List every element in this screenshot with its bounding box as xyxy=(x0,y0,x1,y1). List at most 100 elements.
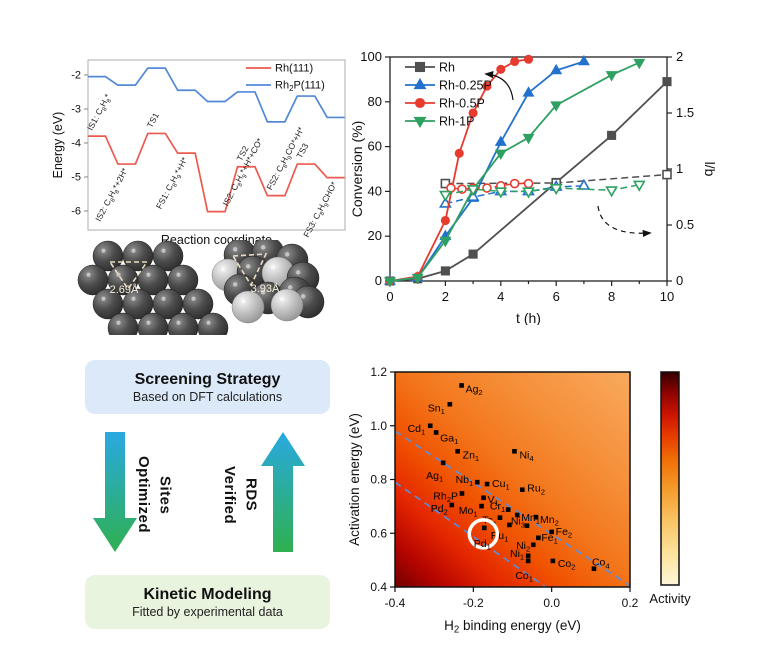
y-tick-label: -2 xyxy=(71,69,81,81)
y-tick-label: 80 xyxy=(368,94,382,109)
up-arrow xyxy=(261,432,305,552)
data-point xyxy=(459,491,465,496)
plot-border xyxy=(87,59,346,231)
data-point xyxy=(533,514,539,520)
point-label: Mo1 xyxy=(459,505,478,519)
point-label: Fe1 xyxy=(541,532,558,546)
rh-cluster: 2.69Å xyxy=(77,240,229,335)
x-tick-label: 4 xyxy=(497,289,504,304)
marker-circle xyxy=(440,215,450,226)
marker-triangle-down xyxy=(411,273,424,285)
y-tick-label: 0 xyxy=(375,273,382,288)
specular-highlight xyxy=(146,320,151,325)
specular-highlight xyxy=(240,299,246,304)
point-label: Cr1 xyxy=(490,501,505,515)
legend-label: Rh2P(111) xyxy=(275,80,325,94)
data-point xyxy=(505,507,511,512)
data-point xyxy=(484,481,490,487)
point-label: Sn1 xyxy=(428,402,445,416)
x-tick-label: 6 xyxy=(553,289,560,304)
marker-triangle-down xyxy=(384,277,396,288)
marker-triangle-down xyxy=(522,133,535,145)
point-label: Pd2 xyxy=(431,503,448,517)
marker-triangle-up xyxy=(494,135,507,146)
data-point xyxy=(519,487,525,493)
point-label: Co1 xyxy=(515,570,533,584)
specular-highlight xyxy=(287,285,293,290)
reaction-step-label: TS1 xyxy=(145,111,161,130)
y-tick-label: 1.2 xyxy=(370,365,387,379)
x-tick-label: 10 xyxy=(660,289,674,304)
data-point xyxy=(479,503,484,509)
legend-item: Rh-1P xyxy=(405,115,474,129)
activity-heatmap-background xyxy=(395,372,630,587)
point-label: Pd1 xyxy=(474,538,491,552)
distance-label: 2.69Å xyxy=(110,283,139,296)
conversion-line xyxy=(389,58,529,282)
point-label: Nb1 xyxy=(456,474,474,488)
specular-highlight xyxy=(232,282,238,287)
y-tick-label: 0.6 xyxy=(370,526,387,540)
y2-tick-label: 1.5 xyxy=(676,105,694,120)
rh111-curve xyxy=(88,132,345,213)
y-tick-label: -3 xyxy=(71,103,81,115)
specular-highlight xyxy=(176,320,181,325)
legend-label: Rh-0.25P xyxy=(439,79,492,93)
distance-triangle xyxy=(231,253,268,287)
rh-atom xyxy=(167,264,199,296)
heatmap-x-axis-label: H2 binding energy (eV) xyxy=(444,618,581,636)
data-point xyxy=(530,542,536,548)
marker-square xyxy=(662,77,672,87)
y2-tick-label: 0.5 xyxy=(676,217,694,232)
point-label: Cu1 xyxy=(492,478,510,492)
y2-tick-label: 0 xyxy=(676,273,683,288)
colorbar-label: Activity xyxy=(649,591,691,606)
rh-atom xyxy=(152,240,184,272)
rh2p111-curve xyxy=(88,67,345,123)
molecular-clusters-panel: 2.69Å 3.93Å xyxy=(77,240,325,335)
point-label: Mn2 xyxy=(540,514,559,528)
data-point xyxy=(591,566,597,572)
data-point xyxy=(481,495,486,501)
marker-triangle-down xyxy=(605,186,618,198)
kinetic-modeling-title: Kinetic Modeling xyxy=(143,585,272,603)
reaction-step-label: IS1: C8H8* xyxy=(85,92,115,134)
y-tick-label: -6 xyxy=(71,205,81,217)
kinetic-modeling-subtitle: Fitted by experimental data xyxy=(132,604,283,619)
workflow-diagram-panel: Screening Strategy Based on DFT calculat… xyxy=(85,360,330,635)
point-label: Ni1 xyxy=(510,548,524,562)
specular-highlight xyxy=(300,294,306,299)
data-point xyxy=(474,479,480,485)
marker-circle xyxy=(509,178,520,189)
point-label: Ag1 xyxy=(426,470,443,484)
marker-square xyxy=(440,266,450,276)
point-label: Ga1 xyxy=(440,432,458,446)
y-tick-label: 20 xyxy=(368,228,382,243)
workflow-arrows xyxy=(93,432,305,552)
data-point xyxy=(514,512,520,518)
legend-label: Rh-0.5P xyxy=(439,97,485,111)
x-tick-label: 0 xyxy=(386,289,393,304)
marker-triangle-down xyxy=(439,190,452,202)
marker-triangle-down xyxy=(550,101,563,112)
y2-tick-label: 2 xyxy=(676,49,683,64)
specular-highlight xyxy=(206,320,211,325)
rh-atom xyxy=(197,312,229,335)
data-point xyxy=(497,515,503,520)
p-atom xyxy=(231,290,265,324)
distance-label: 3.93Å xyxy=(251,282,280,295)
distance-triangle xyxy=(108,261,149,291)
point-label: Ni3 xyxy=(511,516,525,530)
data-point xyxy=(524,523,530,529)
legend-label: Rh xyxy=(439,61,455,75)
point-label: V1 xyxy=(488,494,499,508)
left-axis-arrow-annotation xyxy=(484,71,514,101)
y-tick-label: 60 xyxy=(368,139,382,154)
screening-strategy-box: Screening Strategy Based on DFT calculat… xyxy=(85,360,330,414)
marker-square xyxy=(607,130,617,140)
x-tick-label: 8 xyxy=(608,289,615,304)
legend-item: Rh xyxy=(405,61,455,75)
